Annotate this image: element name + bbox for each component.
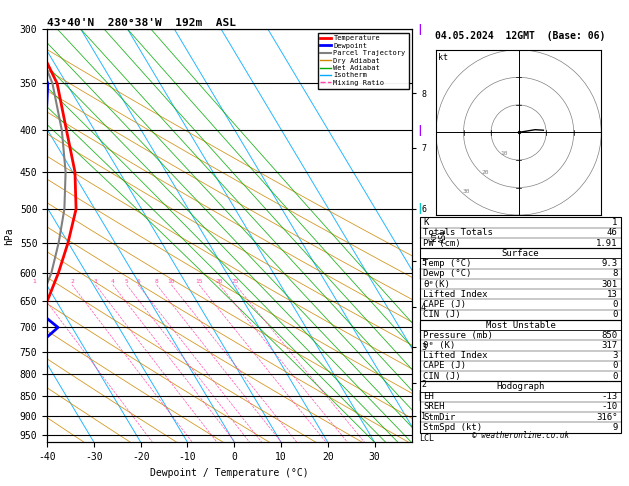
Text: © weatheronline.co.uk: © weatheronline.co.uk: [472, 431, 569, 440]
Text: CIN (J): CIN (J): [423, 372, 461, 381]
Text: EH: EH: [423, 392, 434, 401]
Text: 1.91: 1.91: [596, 239, 618, 247]
Text: Hodograph: Hodograph: [496, 382, 545, 391]
Text: Dewp (°C): Dewp (°C): [423, 269, 472, 278]
Text: θᵉ(K): θᵉ(K): [423, 279, 450, 289]
Text: |: |: [416, 204, 423, 214]
Text: 316°: 316°: [596, 413, 618, 422]
Text: 04.05.2024  12GMT  (Base: 06): 04.05.2024 12GMT (Base: 06): [435, 31, 606, 41]
Text: 4: 4: [111, 278, 114, 284]
Text: 25: 25: [231, 278, 239, 284]
Text: 30: 30: [462, 189, 470, 193]
Text: PW (cm): PW (cm): [423, 239, 461, 247]
Text: 3: 3: [612, 351, 618, 360]
Text: 317: 317: [601, 341, 618, 350]
Text: -13: -13: [601, 392, 618, 401]
Text: CIN (J): CIN (J): [423, 310, 461, 319]
Text: 0: 0: [612, 310, 618, 319]
Text: 0: 0: [612, 300, 618, 309]
Text: StmSpd (kt): StmSpd (kt): [423, 423, 482, 432]
Text: 850: 850: [601, 331, 618, 340]
Text: 301: 301: [601, 279, 618, 289]
Text: 15: 15: [196, 278, 203, 284]
Text: kt: kt: [438, 53, 448, 62]
Text: Most Unstable: Most Unstable: [486, 320, 555, 330]
X-axis label: Dewpoint / Temperature (°C): Dewpoint / Temperature (°C): [150, 468, 309, 478]
Text: 1: 1: [32, 278, 36, 284]
Text: 8: 8: [612, 269, 618, 278]
Text: CAPE (J): CAPE (J): [423, 362, 466, 370]
Text: |: |: [416, 268, 423, 278]
Text: 13: 13: [607, 290, 618, 299]
Text: Totals Totals: Totals Totals: [423, 228, 493, 237]
Y-axis label: km
ASL: km ASL: [429, 228, 448, 243]
Y-axis label: hPa: hPa: [4, 227, 14, 244]
Text: 10: 10: [500, 151, 508, 156]
Text: 8: 8: [155, 278, 159, 284]
Text: |: |: [416, 390, 423, 401]
Text: Pressure (mb): Pressure (mb): [423, 331, 493, 340]
Text: 0: 0: [612, 372, 618, 381]
Text: θᵉ (K): θᵉ (K): [423, 341, 455, 350]
Text: 10: 10: [168, 278, 175, 284]
Text: Surface: Surface: [502, 249, 539, 258]
Text: Lifted Index: Lifted Index: [423, 351, 488, 360]
Text: 1: 1: [612, 218, 618, 227]
Text: SREH: SREH: [423, 402, 445, 412]
Text: 5: 5: [125, 278, 128, 284]
Text: 6: 6: [136, 278, 140, 284]
Text: 2: 2: [70, 278, 74, 284]
Text: CAPE (J): CAPE (J): [423, 300, 466, 309]
Text: |: |: [416, 24, 423, 35]
Text: 20: 20: [216, 278, 223, 284]
Text: Lifted Index: Lifted Index: [423, 290, 488, 299]
Text: 9: 9: [612, 423, 618, 432]
Text: StmDir: StmDir: [423, 413, 455, 422]
Text: 20: 20: [481, 170, 489, 175]
Text: 0: 0: [612, 362, 618, 370]
Text: 46: 46: [607, 228, 618, 237]
Text: 43°40'N  280°38'W  192m  ASL: 43°40'N 280°38'W 192m ASL: [47, 18, 236, 28]
Text: K: K: [423, 218, 429, 227]
Text: LCL: LCL: [419, 434, 434, 443]
Text: 3: 3: [94, 278, 97, 284]
Text: |: |: [416, 322, 423, 333]
Text: -10: -10: [601, 402, 618, 412]
Text: |: |: [416, 125, 423, 136]
Text: 9.3: 9.3: [601, 259, 618, 268]
Text: Temp (°C): Temp (°C): [423, 259, 472, 268]
Legend: Temperature, Dewpoint, Parcel Trajectory, Dry Adiabat, Wet Adiabat, Isotherm, Mi: Temperature, Dewpoint, Parcel Trajectory…: [318, 33, 408, 88]
